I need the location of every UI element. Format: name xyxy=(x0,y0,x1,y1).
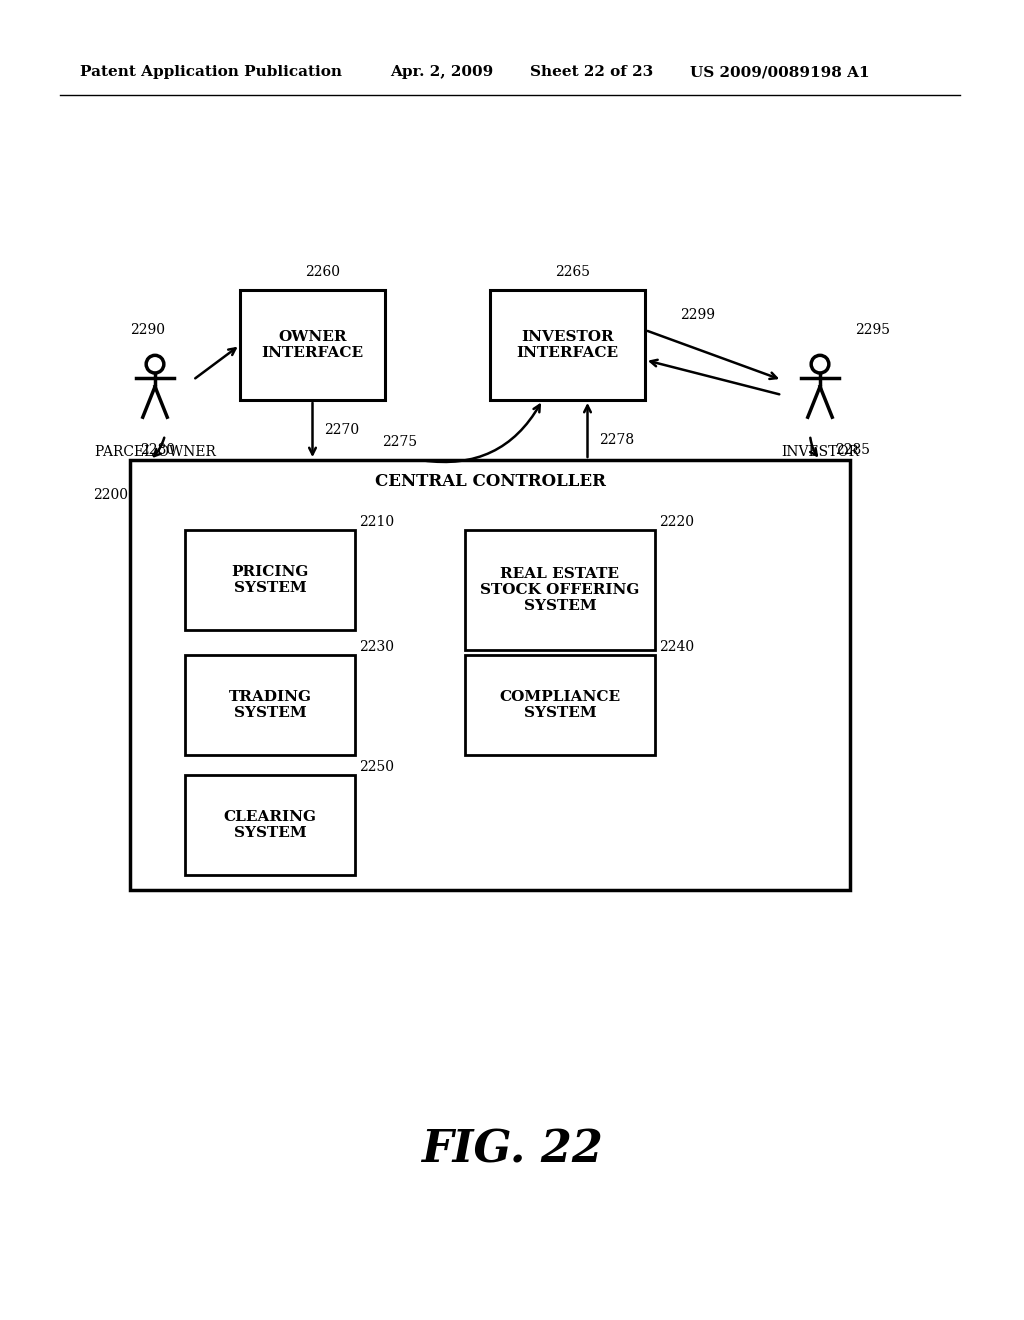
Text: 2280: 2280 xyxy=(140,444,175,457)
Text: Patent Application Publication: Patent Application Publication xyxy=(80,65,342,79)
Text: 2278: 2278 xyxy=(599,433,635,447)
Bar xyxy=(465,531,655,649)
Bar xyxy=(240,290,385,400)
Text: TRADING
SYSTEM: TRADING SYSTEM xyxy=(228,690,311,721)
Text: INVESTOR
INTERFACE: INVESTOR INTERFACE xyxy=(516,330,618,360)
Text: CENTRAL CONTROLLER: CENTRAL CONTROLLER xyxy=(375,474,605,491)
Text: PARCEL OWNER: PARCEL OWNER xyxy=(94,445,215,459)
Bar xyxy=(185,655,355,755)
Text: 2260: 2260 xyxy=(305,265,340,279)
Text: CLEARING
SYSTEM: CLEARING SYSTEM xyxy=(223,810,316,840)
Text: 2275: 2275 xyxy=(382,436,418,449)
Text: 2299: 2299 xyxy=(680,308,715,322)
Bar xyxy=(465,655,655,755)
Text: 2220: 2220 xyxy=(659,515,694,529)
Text: REAL ESTATE
STOCK OFFERING
SYSTEM: REAL ESTATE STOCK OFFERING SYSTEM xyxy=(480,566,640,614)
Text: 2285: 2285 xyxy=(835,444,870,457)
Text: 2270: 2270 xyxy=(325,422,359,437)
Bar xyxy=(130,459,850,890)
Text: 2210: 2210 xyxy=(359,515,394,529)
Text: 2290: 2290 xyxy=(130,323,165,337)
Bar xyxy=(185,775,355,875)
Text: 2265: 2265 xyxy=(555,265,590,279)
Text: Apr. 2, 2009: Apr. 2, 2009 xyxy=(390,65,494,79)
Bar xyxy=(185,531,355,630)
Text: 2250: 2250 xyxy=(359,760,394,774)
Bar xyxy=(490,290,645,400)
Text: Sheet 22 of 23: Sheet 22 of 23 xyxy=(530,65,653,79)
Text: 2295: 2295 xyxy=(855,323,890,337)
Text: 2230: 2230 xyxy=(359,640,394,653)
Text: US 2009/0089198 A1: US 2009/0089198 A1 xyxy=(690,65,869,79)
Text: COMPLIANCE
SYSTEM: COMPLIANCE SYSTEM xyxy=(500,690,621,721)
Text: INVESTOR: INVESTOR xyxy=(781,445,859,459)
Text: OWNER
INTERFACE: OWNER INTERFACE xyxy=(261,330,364,360)
Text: FIG. 22: FIG. 22 xyxy=(421,1129,603,1172)
Text: 2240: 2240 xyxy=(659,640,694,653)
Text: PRICING
SYSTEM: PRICING SYSTEM xyxy=(231,565,308,595)
Text: 2200: 2200 xyxy=(93,488,128,502)
